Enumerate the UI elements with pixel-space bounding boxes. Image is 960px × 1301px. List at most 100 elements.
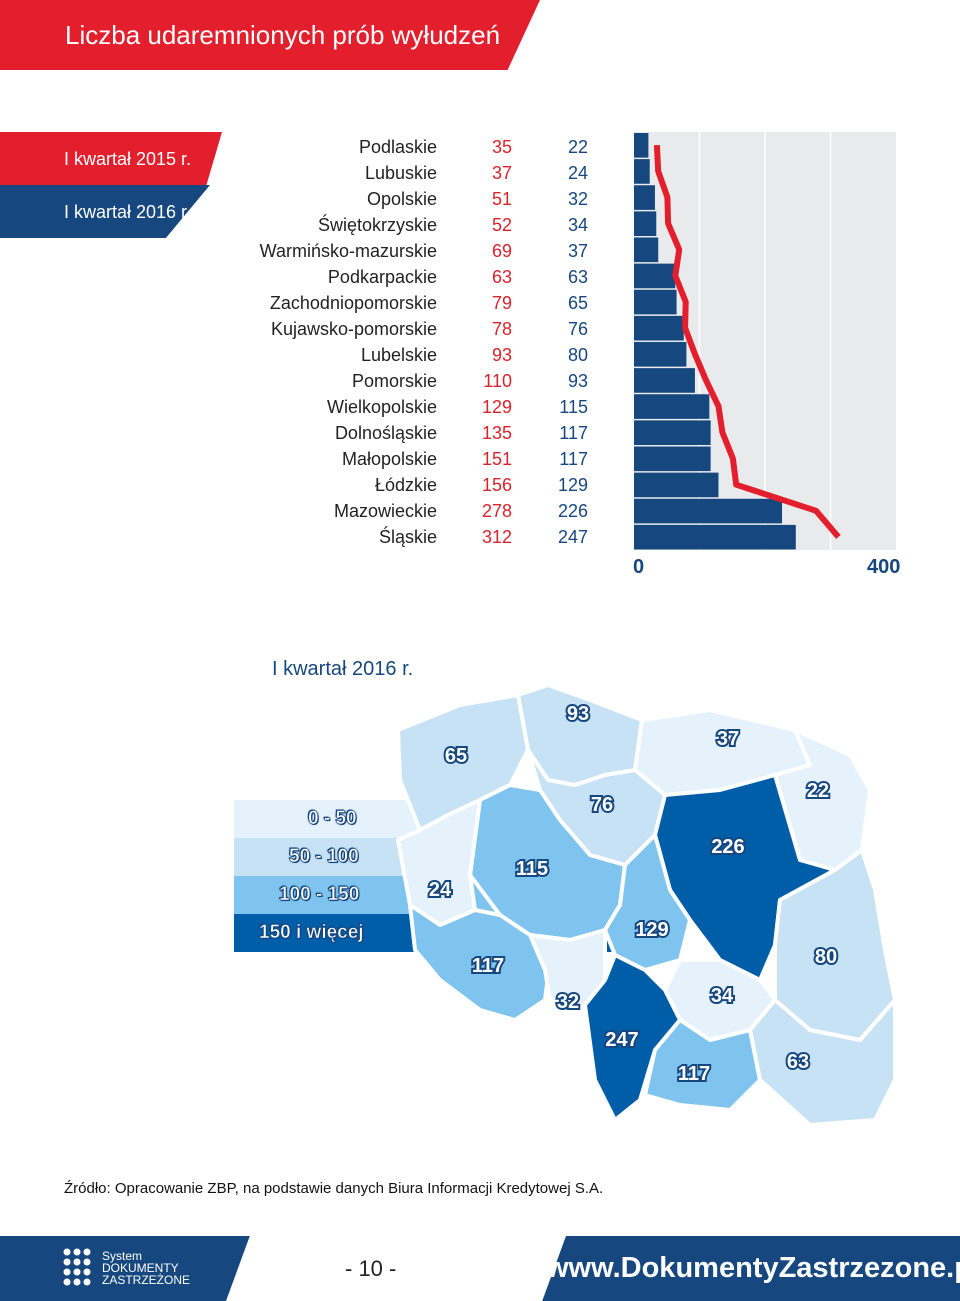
bar-2016 [634,315,684,341]
page-title: Liczba udaremnionych prób wyłudzeń [65,20,501,50]
legend-2015: I kwartał 2015 r. [0,132,222,185]
bar-2016 [634,185,655,210]
bar-2016 [634,263,676,289]
value-2015: 78 [491,319,512,339]
map-value-label: 76 [591,794,613,816]
legend-bin-3-label: 150 i więcej [259,922,364,944]
value-2016: 117 [559,449,588,469]
value-2015: 51 [491,189,512,209]
region-label: Pomorskie [351,371,437,391]
map-value-label: 117 [678,1063,710,1085]
region-label: Warmińsko-mazurskie [259,241,437,261]
value-2016: 76 [567,319,588,339]
map-value-label: 117 [472,955,504,977]
value-2016: 115 [559,397,588,417]
value-2016: 32 [567,189,588,209]
bar-2016 [634,133,649,158]
bar-2016 [634,472,719,498]
bar-2016 [634,211,657,236]
bar-chart [634,132,896,550]
map-value-label: 34 [711,985,734,1007]
map-value-label: 115 [516,858,548,880]
region-label: Podlaskie [358,137,437,157]
bar-2016 [634,159,650,184]
value-2016: 226 [557,501,588,521]
map-value-label: 247 [605,1029,638,1051]
logo-icon [63,1248,91,1286]
legend-bin-1-label: 50 - 100 [289,846,359,868]
bar-2016 [634,368,695,393]
region-label: Dolnośląskie [334,423,437,443]
region-label: Lubuskie [364,163,437,183]
legend-2016-label: I kwartał 2016 r. [64,202,192,222]
value-2015: 63 [491,267,512,287]
series-2015-line [653,144,841,539]
map-title: I kwartał 2016 r. [272,658,414,680]
value-2016: 80 [567,345,588,365]
map-value-label: 32 [557,991,579,1013]
value-2016: 93 [567,371,588,391]
value-2016: 24 [567,163,588,183]
map-value-label: 37 [717,728,739,750]
region-label: Lubelskie [360,345,437,365]
map-region [603,833,692,972]
value-2015: 156 [481,475,512,495]
bar-2016 [634,237,659,263]
region-label: Śląskie [378,527,437,547]
value-2016: 117 [559,423,588,443]
value-2015: 79 [491,293,512,313]
logo-line-3: ZASTRZEŻONE [102,1273,191,1287]
bar-2016 [634,446,711,472]
value-2015: 69 [491,241,512,261]
legend-2016: I kwartał 2016 r. [0,185,210,238]
title-banner [0,0,540,70]
region-label: Kujawsko-pomorskie [270,319,437,339]
value-2016: 34 [567,215,588,235]
logo-line-2: DOKUMENTY [102,1261,179,1275]
x-tick-0: 0 [633,556,645,578]
map-value-label: 22 [807,780,829,802]
bar-2016 [634,394,710,419]
value-2016: 247 [557,527,588,547]
map-value-label: 93 [567,703,589,725]
value-2016: 129 [557,475,588,495]
region-label: Opolskie [366,189,437,209]
region-label: Świętokrzyskie [317,215,437,235]
bar-2016 [634,524,796,550]
value-2015: 35 [491,137,512,157]
logo-line-1: System [102,1249,143,1263]
value-2015: 135 [481,423,512,443]
bar-2016 [634,342,687,367]
x-tick-400: 400 [867,556,901,578]
region-label: Małopolskie [341,449,437,469]
value-2015: 110 [483,371,512,391]
bar-2016 [634,420,711,445]
map-value-label: 80 [815,946,837,968]
source-note: Źródło: Opracowanie ZBP, na podstawie da… [64,1180,604,1197]
map-value-label: 226 [711,836,744,858]
value-2015: 151 [481,449,512,469]
map-value-label: 129 [635,919,668,941]
map-region [748,998,897,1127]
value-2015: 93 [491,345,512,365]
value-2016: 65 [567,293,588,313]
map-value-label: 24 [429,879,452,901]
value-2015: 37 [491,163,512,183]
logo-text: System DOKUMENTY ZASTRZEŻONE [102,1250,190,1286]
legend-bin-2-label: 100 - 150 [279,884,360,906]
region-label: Łódzkie [374,475,437,495]
bar-2016 [634,289,677,315]
website-link[interactable]: www.DokumentyZastrzezone.pl [546,1252,960,1284]
bar-2016 [634,498,783,524]
value-2016: 22 [567,137,588,157]
poland-map: 93 37 65 22 76 226 115 24 129 80 117 34 32 247 117 63 [396,683,897,1127]
value-2016: 37 [567,241,588,261]
value-2015: 52 [491,215,512,235]
map-value-label: 65 [445,745,467,767]
legend-2015-label: I kwartał 2015 r. [64,149,192,169]
value-2015: 312 [481,527,512,547]
region-label: Podkarpackie [327,267,437,287]
region-label: Zachodniopomorskie [269,293,437,313]
value-2015: 278 [481,501,512,521]
footer-page-panel [226,1236,566,1301]
